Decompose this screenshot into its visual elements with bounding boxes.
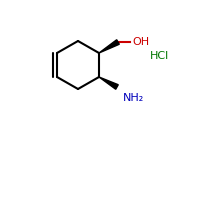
Text: HCl: HCl	[150, 51, 169, 61]
Polygon shape	[99, 77, 118, 89]
Polygon shape	[99, 40, 119, 53]
Text: OH: OH	[132, 37, 149, 47]
Text: NH₂: NH₂	[123, 93, 144, 103]
